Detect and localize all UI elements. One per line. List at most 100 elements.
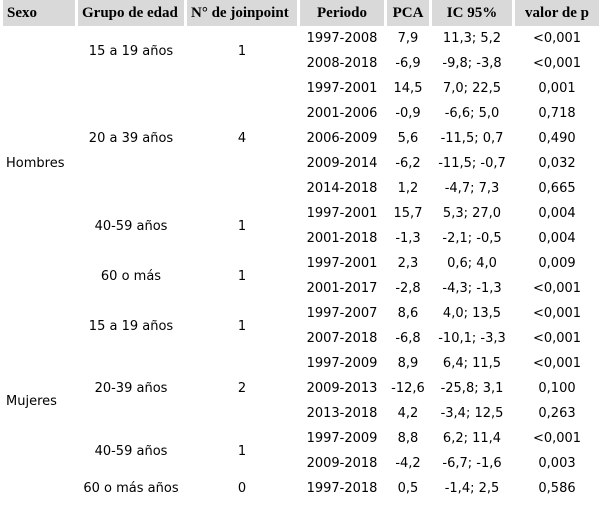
joinpoint-count-cell: 4 [237, 131, 247, 146]
periodo-cell: 2013-2018 [306, 406, 378, 421]
table-row: 2013-2018 4,2 -3,4; 12,5 0,263 [3, 401, 599, 426]
periodo-cell: 1997-2009 [306, 431, 378, 446]
joinpoint-count-cell: 0 [237, 481, 247, 496]
table-row: 2001-2017 -2,8 -4,3; -1,3 <0,001 [3, 276, 599, 301]
age-group-cell: 20 a 39 años [88, 131, 174, 146]
pca-cell: 8,9 [397, 356, 419, 371]
periodo-cell: 2009-2018 [306, 456, 378, 471]
pca-cell: -2,8 [395, 281, 421, 296]
pca-cell: 5,6 [397, 131, 419, 146]
ic95-cell: 4,0; 13,5 [442, 306, 502, 321]
pca-cell: 4,2 [397, 406, 419, 421]
periodo-cell: 1997-2018 [306, 481, 378, 496]
ic95-cell: -9,8; -3,8 [442, 56, 502, 71]
periodo-cell: 2001-2018 [306, 231, 378, 246]
p-value-cell: <0,001 [532, 331, 582, 346]
pca-cell: 1,2 [397, 181, 419, 196]
table-row: Mujeres 15 a 19 años 1 1997-2007 8,6 4,0; 13,… [3, 301, 599, 409]
p-value-cell: 0,009 [538, 256, 576, 271]
pca-cell: 8,6 [397, 306, 419, 321]
periodo-cell: 1997-2007 [306, 306, 378, 321]
p-value-cell: 0,665 [538, 181, 576, 196]
ic95-cell: -4,3; -1,3 [442, 281, 502, 296]
ic95-cell: 0,6; 4,0 [447, 256, 497, 271]
pca-cell: 0,5 [397, 481, 419, 496]
table-row: Hombres 15 a 19 años 1 1997-2008 7,9 11,3; 5,… [3, 26, 599, 171]
table-row: 2001-2006 -0,9 -6,6; 5,0 0,718 [3, 101, 599, 126]
pca-cell: -6,8 [395, 331, 421, 346]
table-row: 2006-2009 5,6 -11,5; 0,7 0,490 [3, 126, 599, 151]
table-row: 2014-2018 1,2 -4,7; 7,3 0,665 [3, 176, 599, 201]
periodo-cell: 2009-2013 [306, 381, 378, 396]
periodo-cell: 2009-2014 [306, 156, 378, 171]
joinpoint-count-cell: 1 [237, 43, 247, 59]
age-group-cell: 60 o más [100, 268, 162, 284]
ic95-cell: -4,7; 7,3 [444, 181, 500, 196]
ic95-cell: 6,4; 11,5 [442, 356, 502, 371]
col-header-sexo: Sexo [3, 0, 75, 26]
table-row: 2009-2013 -12,6 -25,8; 3,1 0,100 [3, 376, 599, 401]
ic95-cell: 5,3; 27,0 [442, 206, 502, 221]
ic95-cell: -2,1; -0,5 [442, 231, 502, 246]
table-row: 2007-2018 -6,8 -10,1; -3,3 <0,001 [3, 326, 599, 351]
ic95-cell: -11,5; -0,7 [438, 156, 506, 171]
pca-cell: -4,2 [395, 456, 421, 471]
periodo-cell: 2014-2018 [306, 181, 378, 196]
p-value-cell: <0,001 [532, 356, 582, 371]
periodo-cell: 2006-2009 [306, 131, 378, 146]
p-value-cell: 0,001 [538, 81, 576, 96]
periodo-cell: 1997-2008 [306, 31, 378, 46]
table-row: 40-59 años 1 1997-2001 15,7 5,3; 27,0 0,004 [3, 201, 599, 234]
p-value-cell: <0,001 [532, 281, 582, 296]
pca-cell: -6,2 [395, 156, 421, 171]
table-row: 2001-2018 -1,3 -2,1; -0,5 0,004 [3, 226, 599, 251]
joinpoint-count-cell: 1 [237, 443, 247, 459]
ic95-cell: -3,4; 12,5 [440, 406, 504, 421]
joinpoint-count-cell: 1 [237, 318, 247, 334]
table-row: 2009-2018 -4,2 -6,7; -1,6 0,003 [3, 451, 599, 476]
age-group-cell: 60 o más años [83, 481, 179, 496]
table-header: Sexo Grupo de edad N° de joinpoint Perio… [3, 0, 599, 26]
pca-cell: 15,7 [393, 206, 423, 221]
p-value-cell: 0,586 [538, 481, 576, 496]
pca-cell: -1,3 [395, 231, 421, 246]
p-value-cell: 0,718 [538, 106, 576, 121]
age-group-cell: 20-39 años [94, 381, 168, 396]
p-value-cell: 0,263 [538, 406, 576, 421]
table-row: 2009-2014 -6,2 -11,5; -0,7 0,032 [3, 151, 599, 176]
ic95-cell: 6,2; 11,4 [442, 431, 502, 446]
col-header-grupo-edad: Grupo de edad [78, 0, 184, 26]
pca-cell: -0,9 [395, 106, 421, 121]
p-value-cell: 0,490 [538, 131, 576, 146]
p-value-cell: 0,004 [538, 206, 576, 221]
periodo-cell: 2008-2018 [306, 56, 378, 71]
periodo-cell: 1997-2001 [306, 81, 378, 96]
p-value-cell: 0,004 [538, 231, 576, 246]
periodo-cell: 2007-2018 [306, 331, 378, 346]
sexo-cell: Mujeres [6, 393, 57, 409]
col-header-joinpoint: N° de joinpoint [187, 0, 297, 26]
pca-cell: 7,9 [397, 31, 419, 46]
table-row: 60 o más 1 1997-2001 2,3 0,6; 4,0 0,009 [3, 251, 599, 284]
age-group-cell: 40-59 años [94, 443, 168, 459]
col-header-periodo: Periodo [300, 0, 384, 26]
header-row: Sexo Grupo de edad N° de joinpoint Perio… [3, 0, 599, 26]
p-value-cell: <0,001 [532, 31, 582, 46]
age-group-cell: 15 a 19 años [88, 318, 174, 334]
col-header-pca: PCA [387, 0, 429, 26]
table-row: 40-59 años 1 1997-2009 8,8 6,2; 11,4 <0,001 [3, 426, 599, 459]
table-body: Hombres 15 a 19 años 1 1997-2008 7,9 11,3; 5,… [3, 26, 599, 501]
p-value-cell: <0,001 [532, 56, 582, 71]
ic95-cell: -25,8; 3,1 [440, 381, 504, 396]
age-group-cell: 40-59 años [94, 218, 168, 234]
table-row: 60 o más años 0 1997-2018 0,5 -1,4; 2,5 0,586 [3, 476, 599, 501]
ic95-cell: -10,1; -3,3 [438, 331, 506, 346]
sexo-cell: Hombres [6, 156, 65, 171]
periodo-cell: 1997-2001 [306, 206, 378, 221]
p-value-cell: 0,032 [538, 156, 576, 171]
p-value-cell: 0,003 [538, 456, 576, 471]
col-header-valor-p: valor de p [515, 0, 599, 26]
ic95-cell: -1,4; 2,5 [444, 481, 500, 496]
p-value-cell: <0,001 [532, 306, 582, 321]
